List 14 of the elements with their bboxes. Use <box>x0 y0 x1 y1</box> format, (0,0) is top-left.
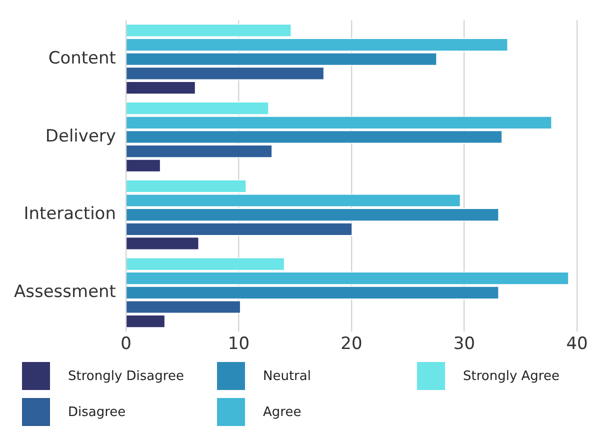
x-tick-label: 40 <box>566 334 588 354</box>
legend-label: Neutral <box>263 368 311 384</box>
legend-label: Strongly Disagree <box>68 368 184 384</box>
legend-label: Disagree <box>68 404 126 420</box>
y-tick-label: Delivery <box>45 126 116 146</box>
y-tick-label: Interaction <box>24 204 116 224</box>
x-tick-label: 30 <box>453 334 476 354</box>
y-tick-label: Content <box>48 48 116 69</box>
y-tick-label: Assessment <box>14 282 116 302</box>
x-tick-label: 20 <box>340 334 362 354</box>
x-tick-label: 10 <box>228 334 250 354</box>
legend-label: Agree <box>263 404 302 420</box>
legend-label: Strongly Agree <box>463 368 560 384</box>
x-tick-label: 0 <box>120 334 132 354</box>
